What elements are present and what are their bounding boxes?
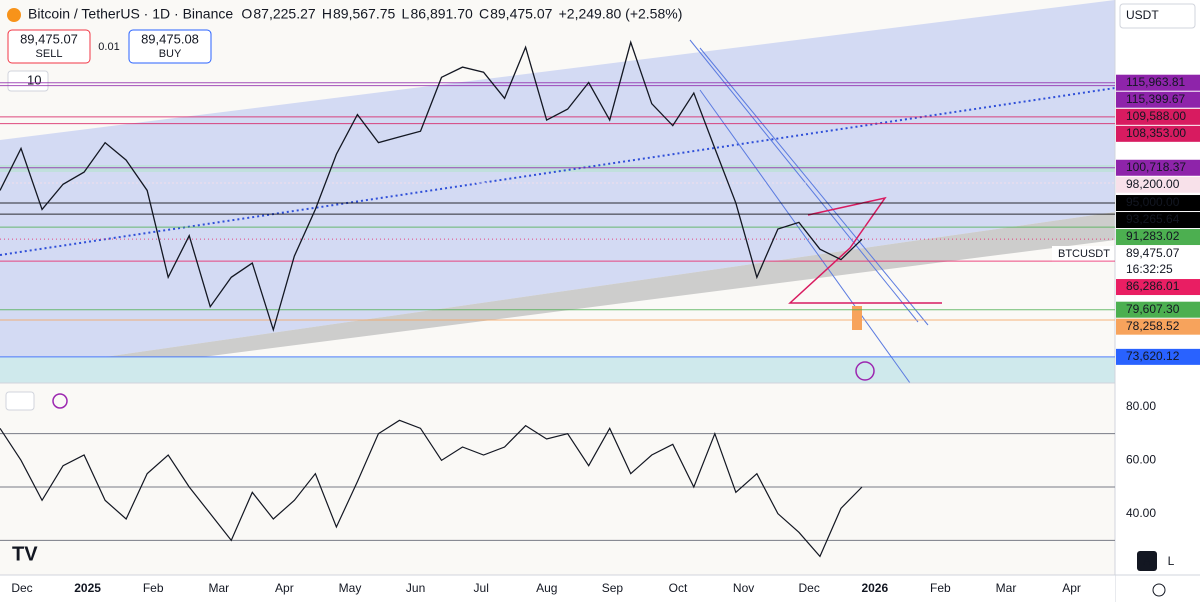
trend-line <box>699 47 929 326</box>
price-label: 108,353.00 <box>1126 126 1186 140</box>
price-line <box>0 40 863 333</box>
scale-button-label: A <box>1143 554 1151 568</box>
scale-button[interactable] <box>1137 551 1157 571</box>
price-label-bg <box>1116 74 1200 91</box>
change: +2,249.80 (+2.58%) <box>559 6 683 22</box>
zone <box>0 357 1115 383</box>
countdown: 16:32:25 <box>1126 262 1173 276</box>
time-label: 2025 <box>74 581 101 595</box>
time-label: Sep <box>602 581 624 595</box>
time-axis <box>0 575 1115 602</box>
ohlc-key: H <box>322 6 332 22</box>
collapse-button[interactable] <box>5 391 35 411</box>
price-label: 115,963.81 <box>1126 75 1185 89</box>
price-label-bg <box>1116 125 1200 142</box>
price-label: 93,265.64 <box>1126 212 1180 226</box>
time-label: Feb <box>143 581 164 595</box>
ohlc-value: 89,567.75 <box>333 6 395 22</box>
spread: 0.01 <box>98 41 119 53</box>
ohlc-value: 89,475.07 <box>490 6 552 22</box>
rsi-tick-label: 40.00 <box>1126 506 1156 520</box>
time-label: Nov <box>733 581 754 595</box>
time-label: Feb <box>930 581 951 595</box>
price-label-bg <box>1116 318 1200 335</box>
price-label: 91,283.02 <box>1126 229 1180 243</box>
time-label: Aug <box>536 581 557 595</box>
ohlc-key: L <box>401 6 409 22</box>
price-label: 115,399.67 <box>1126 92 1185 106</box>
logo: TV <box>12 543 38 565</box>
price-label-bg <box>1116 159 1200 176</box>
time-label: Jul <box>474 581 489 595</box>
channel <box>0 0 1115 372</box>
sell-price: 89,475.07 <box>20 31 78 46</box>
support-band <box>0 212 1115 383</box>
price-label: 109,588.00 <box>1126 109 1186 123</box>
price-label-bg <box>1116 212 1200 229</box>
ohlc-value: 87,225.27 <box>253 6 315 22</box>
price-label: 78,258.52 <box>1126 319 1180 333</box>
indicator-icon[interactable] <box>52 393 68 409</box>
pattern <box>788 196 942 304</box>
symbol-tag: BTCUSDT <box>1058 248 1110 260</box>
time-label: Apr <box>275 581 294 595</box>
zone <box>0 165 1115 172</box>
price-label-bg <box>1116 195 1200 212</box>
price-label: 73,620.12 <box>1126 349 1180 363</box>
price-label: 89,475.07 <box>1126 246 1180 260</box>
time-label: Dec <box>11 581 32 595</box>
quantity: 10 <box>27 72 41 87</box>
time-label: Mar <box>208 581 229 595</box>
time-label: May <box>339 581 362 595</box>
price-label-bg <box>1116 108 1200 125</box>
marker <box>852 306 862 330</box>
ohlc-key: O <box>241 6 252 22</box>
price-label: 95,000.00 <box>1126 195 1180 209</box>
rsi-tick-label: 80.00 <box>1126 399 1156 413</box>
price-label-bg <box>1116 301 1200 318</box>
time-label: 2026 <box>861 581 888 595</box>
currency-select[interactable] <box>1119 3 1196 29</box>
rsi-line <box>0 419 863 558</box>
price-label-bg <box>1116 348 1200 365</box>
sell-button[interactable] <box>7 29 91 64</box>
ohlc-key: C <box>479 6 489 22</box>
sell-label: SELL <box>36 48 63 60</box>
ohlc-value: 86,891.70 <box>410 6 472 22</box>
currency: USDT <box>1126 8 1159 22</box>
buy-label: BUY <box>159 48 182 60</box>
price-label-bg <box>1116 229 1200 246</box>
coin-icon <box>7 8 21 22</box>
price-label: 86,286.01 <box>1126 279 1180 293</box>
rsi-tick-label: 60.00 <box>1126 453 1156 467</box>
price-label-bg <box>1116 279 1200 296</box>
trend-line <box>699 89 911 384</box>
time-label: Oct <box>669 581 688 595</box>
time-label: Mar <box>996 581 1017 595</box>
price-label-bg <box>1116 176 1200 193</box>
time-label: Jun <box>406 581 425 595</box>
price-label: 100,718.37 <box>1126 160 1186 174</box>
price-label: 79,607.30 <box>1126 302 1180 316</box>
alert-icon[interactable] <box>855 361 875 381</box>
trend-line <box>689 39 919 323</box>
buy-button[interactable] <box>128 29 212 64</box>
symbol-tag-bg <box>1052 246 1114 263</box>
time-label: Apr <box>1062 581 1081 595</box>
price-label-bg <box>1116 91 1200 108</box>
price-label-bg <box>1116 246 1200 279</box>
scale-button-label: L <box>1168 554 1175 568</box>
symbol: Bitcoin / TetherUS · 1D · Binance <box>28 6 233 22</box>
time-label: Dec <box>799 581 820 595</box>
price-label: 98,200.00 <box>1126 177 1180 191</box>
settings-icon[interactable] <box>1152 583 1166 597</box>
buy-price: 89,475.08 <box>141 31 199 46</box>
